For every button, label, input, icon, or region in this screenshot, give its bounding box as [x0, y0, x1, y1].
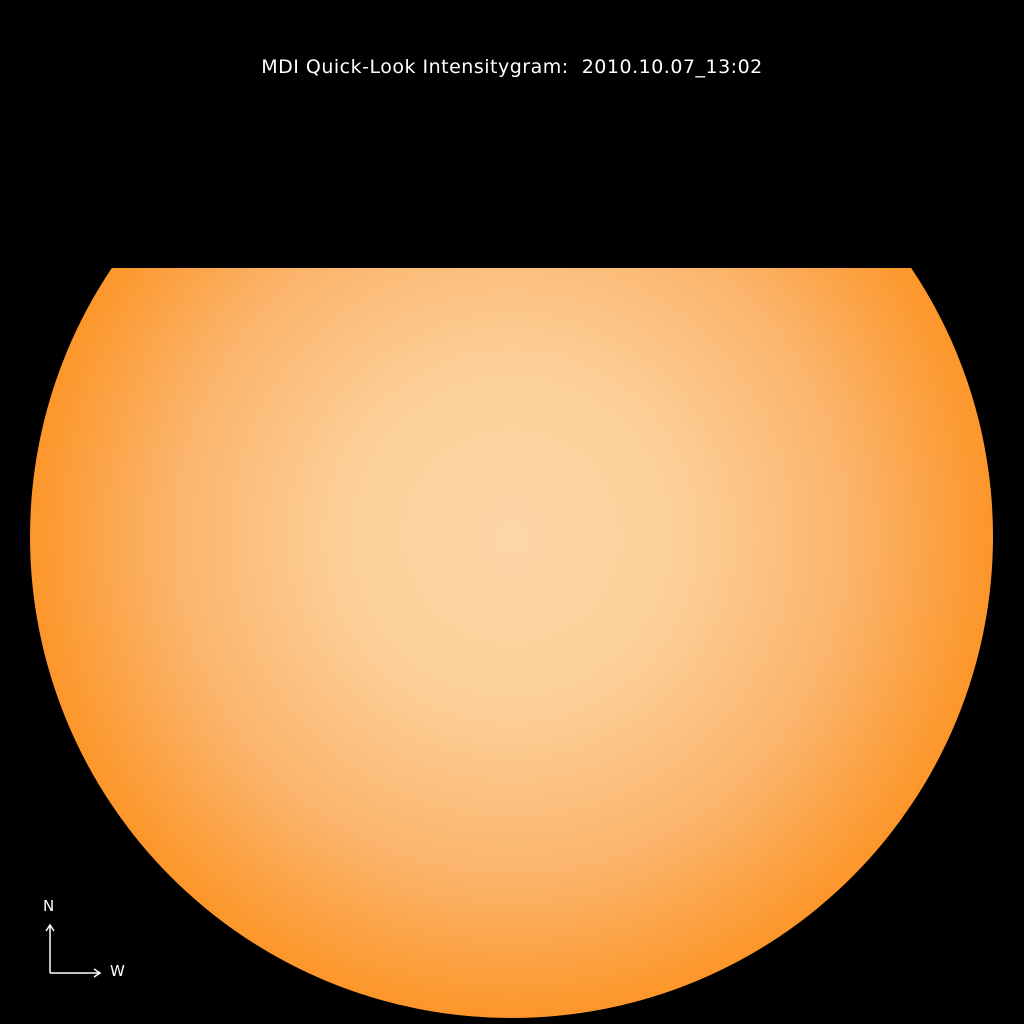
- sun-disk: [30, 268, 993, 1018]
- sun-disk-frame: [0, 268, 1024, 1024]
- north-label: N: [43, 897, 55, 915]
- compass-arrows-icon: [45, 923, 102, 978]
- orientation-compass: N W: [40, 895, 140, 985]
- image-title: MDI Quick-Look Intensitygram: 2010.10.07…: [261, 56, 763, 78]
- west-label: W: [110, 962, 125, 980]
